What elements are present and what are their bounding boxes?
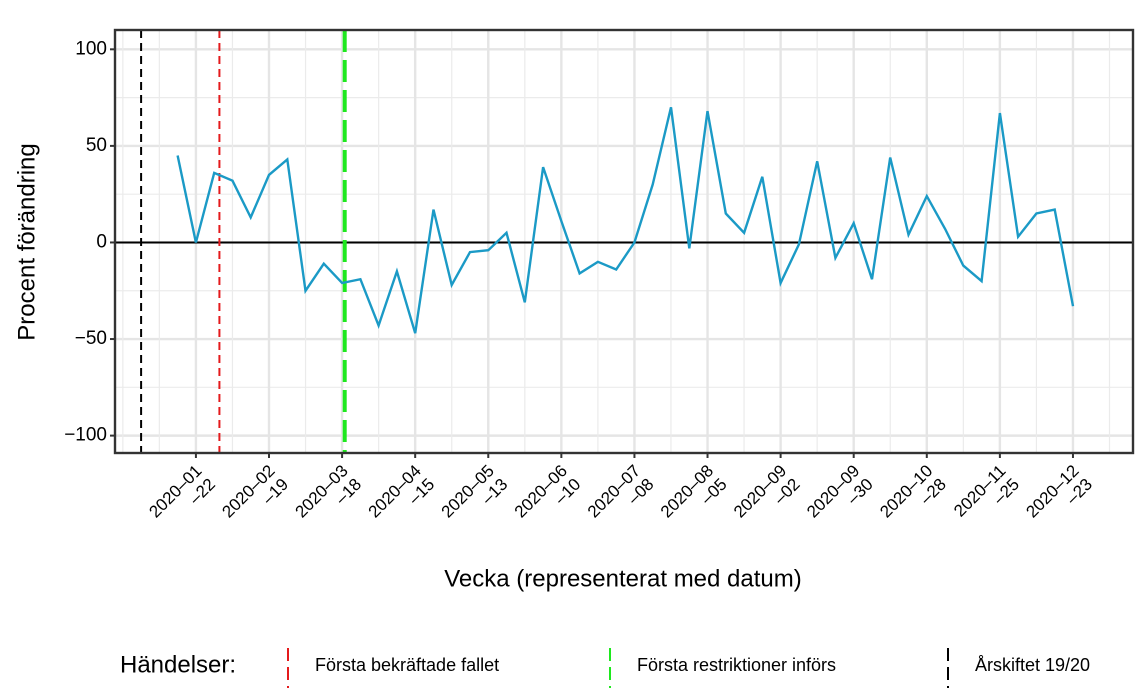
legend-label: Första restriktioner införs — [637, 655, 836, 675]
series-line — [176, 107, 1075, 334]
y-tick-label: 0 — [96, 231, 107, 252]
y-tick-label: −100 — [64, 425, 107, 446]
y-tick-label: 50 — [86, 135, 107, 156]
y-axis-title: Procent förändring — [13, 143, 40, 340]
x-axis-title: Vecka (representerat med datum) — [444, 565, 802, 592]
y-tick-label: 100 — [75, 38, 107, 59]
legend-label: Årskiftet 19/20 — [975, 655, 1090, 675]
y-tick-label: −50 — [75, 328, 107, 349]
legend-title: Händelser: — [120, 651, 236, 678]
legend-label: Första bekräftade fallet — [315, 655, 499, 675]
